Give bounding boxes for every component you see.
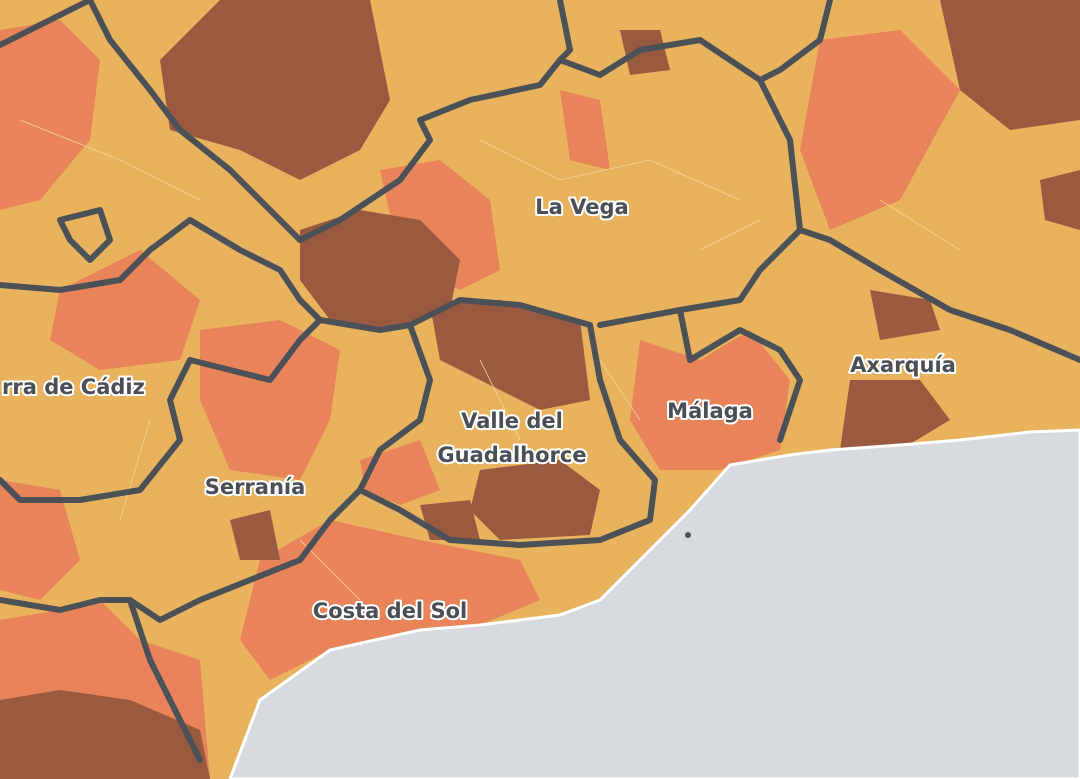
comarca-borders — [0, 0, 1080, 763]
sea — [228, 428, 1080, 779]
border — [57, 207, 113, 263]
area — [560, 90, 610, 170]
border — [0, 487, 363, 623]
border — [357, 297, 658, 548]
border — [87, 0, 303, 243]
area — [470, 460, 600, 540]
region-label: Guadalhorce — [437, 443, 586, 467]
border — [0, 217, 413, 333]
border — [0, 0, 93, 48]
area — [0, 480, 80, 600]
area — [240, 520, 540, 680]
border — [557, 0, 573, 63]
area — [200, 320, 340, 480]
area — [0, 20, 100, 210]
region-label: Serranía — [205, 475, 306, 499]
municipal-lines — [19, 119, 961, 601]
area — [940, 0, 1080, 130]
region-label: La Vega — [535, 195, 628, 219]
border — [0, 357, 193, 503]
region-label: Málaga — [667, 399, 753, 423]
border — [677, 307, 803, 443]
area — [840, 380, 950, 450]
city-dot — [685, 532, 691, 538]
border — [187, 317, 323, 383]
border — [757, 0, 833, 83]
region-label: Valle del — [461, 409, 563, 433]
border — [797, 227, 1080, 363]
region-label: Axarquía — [850, 353, 956, 377]
border — [297, 37, 803, 328]
area — [620, 30, 670, 75]
area — [800, 30, 960, 230]
region-label: Costa del Sol — [313, 599, 467, 623]
region-label: rra de Cádiz — [2, 375, 145, 399]
border — [127, 597, 203, 763]
area — [230, 510, 280, 560]
area — [160, 0, 390, 180]
area — [870, 290, 940, 340]
area — [420, 500, 480, 540]
area — [0, 690, 210, 779]
area — [430, 300, 590, 410]
area — [1040, 170, 1080, 230]
area — [630, 330, 790, 470]
area — [50, 250, 200, 370]
area — [300, 210, 460, 330]
